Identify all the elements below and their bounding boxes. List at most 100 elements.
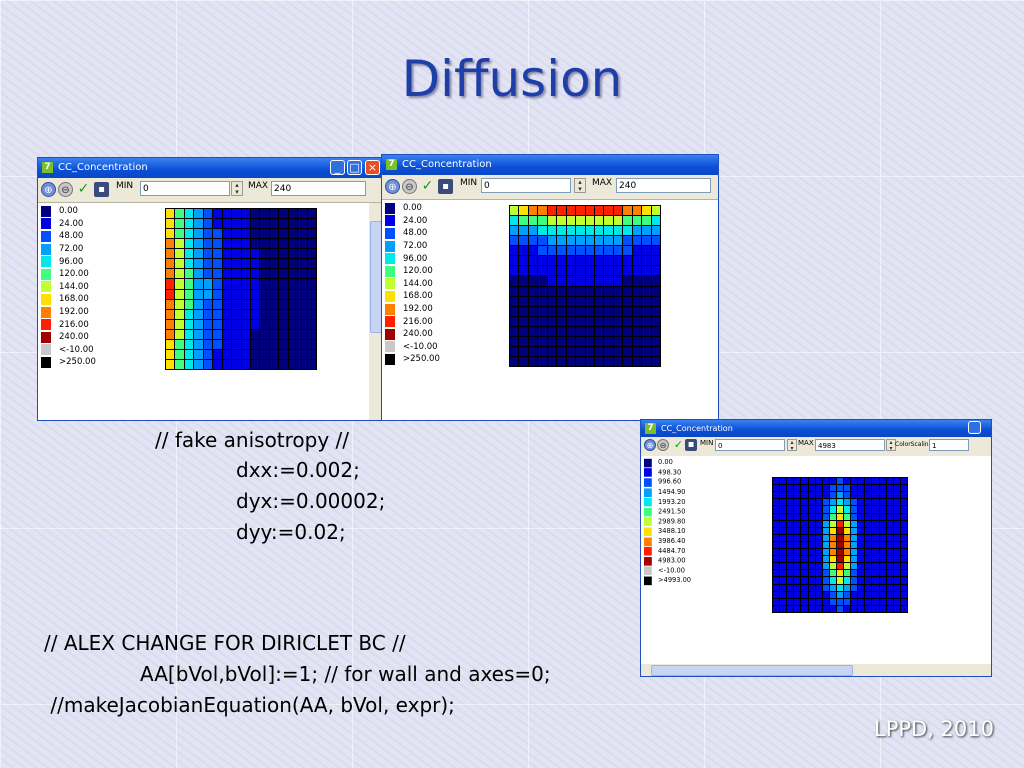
save-icon[interactable]: ▪ bbox=[94, 182, 109, 197]
max-input[interactable]: 4983 bbox=[815, 439, 885, 451]
min-input[interactable]: 0 bbox=[715, 439, 785, 451]
window-titlebar[interactable]: 7 CC_Concentration _ bbox=[641, 420, 991, 437]
legend-label: 1993.20 bbox=[658, 498, 686, 507]
grid-cell bbox=[519, 286, 528, 296]
grid-cell bbox=[613, 256, 623, 266]
min-spinner[interactable]: ▴ ▾ bbox=[787, 439, 797, 452]
legend-entry: 3488.10 bbox=[644, 527, 691, 537]
grid-cell bbox=[851, 485, 858, 492]
grid-cell bbox=[623, 286, 632, 296]
grid-cell bbox=[815, 605, 822, 612]
grid-cell bbox=[566, 266, 576, 276]
legend-entry: 2989.80 bbox=[644, 517, 691, 527]
grid-cell bbox=[632, 316, 642, 326]
vertical-scrollbar[interactable] bbox=[369, 203, 383, 420]
grid-cell bbox=[566, 316, 576, 326]
zoom-out-icon[interactable]: ⊖ bbox=[58, 182, 73, 197]
grid-cell bbox=[547, 226, 557, 236]
grid-cell bbox=[528, 236, 538, 246]
zoom-in-icon[interactable]: ⊕ bbox=[644, 439, 656, 451]
grid-cell bbox=[510, 226, 519, 236]
legend-label: 120.00 bbox=[403, 266, 433, 277]
grid-cell bbox=[851, 541, 858, 549]
legend-entry: 2491.50 bbox=[644, 507, 691, 517]
colorscaling-input[interactable]: 1 bbox=[929, 439, 969, 451]
grid-cell bbox=[557, 316, 566, 326]
grid-cell bbox=[203, 359, 213, 369]
max-input[interactable]: 240 bbox=[271, 181, 366, 196]
grid-cell bbox=[222, 309, 232, 319]
apply-check-icon[interactable]: ✓ bbox=[673, 438, 684, 451]
close-button[interactable]: × bbox=[365, 160, 380, 175]
horizontal-scrollbar[interactable] bbox=[641, 664, 991, 676]
grid-cell bbox=[260, 319, 269, 329]
minimize-button[interactable]: _ bbox=[330, 160, 345, 175]
grid-cell bbox=[307, 249, 316, 259]
window-titlebar[interactable]: 7 CC_Concentration bbox=[382, 155, 718, 175]
scroll-thumb[interactable] bbox=[651, 665, 853, 676]
maximize-button[interactable]: □ bbox=[347, 160, 362, 175]
grid-cell bbox=[865, 563, 872, 570]
grid-cell bbox=[519, 206, 528, 216]
grid-cell bbox=[829, 577, 836, 584]
grid-cell bbox=[184, 219, 194, 229]
grid-cell bbox=[879, 478, 886, 485]
window-titlebar[interactable]: 7 CC_Concentration _ □ × bbox=[38, 158, 383, 178]
grid-cell bbox=[166, 329, 175, 339]
grid-cell bbox=[613, 306, 623, 316]
concentration-window-2[interactable]: 7 CC_Concentration ⊕ ⊖ ✓ ▪ MIN 0 ▴ ▾ MAX … bbox=[381, 154, 719, 421]
grid-cell bbox=[547, 346, 557, 356]
grid-cell bbox=[213, 269, 222, 279]
grid-cell bbox=[787, 598, 794, 605]
zoom-out-icon[interactable]: ⊖ bbox=[657, 439, 669, 451]
grid-cell bbox=[213, 349, 222, 359]
min-spinner[interactable]: ▴ ▾ bbox=[574, 178, 586, 193]
save-icon[interactable]: ▪ bbox=[438, 179, 453, 194]
grid-cell bbox=[203, 279, 213, 289]
window-title: CC_Concentration bbox=[402, 159, 492, 170]
minimize-button[interactable]: _ bbox=[968, 421, 981, 434]
grid-cell bbox=[858, 605, 865, 612]
grid-cell bbox=[851, 513, 858, 520]
grid-cell bbox=[858, 563, 865, 570]
grid-cell bbox=[865, 591, 872, 598]
grid-cell bbox=[538, 286, 547, 296]
apply-check-icon[interactable]: ✓ bbox=[421, 178, 434, 194]
grid-cell bbox=[519, 316, 528, 326]
grid-cell bbox=[642, 266, 651, 276]
zoom-out-icon[interactable]: ⊖ bbox=[402, 179, 417, 194]
concentration-window-1[interactable]: 7 CC_Concentration _ □ × ⊕ ⊖ ✓ ▪ MIN 0 ▴… bbox=[37, 157, 384, 421]
grid-cell bbox=[780, 520, 787, 527]
grid-cell bbox=[801, 577, 808, 584]
max-spinner[interactable]: ▴ ▾ bbox=[886, 439, 896, 452]
concentration-window-3[interactable]: 7 CC_Concentration _ ⊕ ⊖ ✓ ▪ MIN 0 ▴ ▾ MA… bbox=[640, 419, 992, 677]
max-input[interactable]: 240 bbox=[616, 178, 711, 193]
grid-cell bbox=[538, 296, 547, 306]
grid-cell bbox=[879, 541, 886, 549]
grid-cell bbox=[260, 279, 269, 289]
save-icon[interactable]: ▪ bbox=[685, 439, 697, 451]
grid-cell bbox=[576, 306, 585, 316]
grid-cell bbox=[632, 346, 642, 356]
grid-cell bbox=[585, 206, 594, 216]
grid-cell bbox=[307, 259, 316, 269]
legend-label: 24.00 bbox=[59, 218, 84, 229]
min-input[interactable]: 0 bbox=[140, 181, 230, 196]
grid-cell bbox=[547, 236, 557, 246]
grid-cell bbox=[815, 541, 822, 549]
zoom-in-icon[interactable]: ⊕ bbox=[385, 179, 400, 194]
grid-cell bbox=[269, 289, 279, 299]
grid-cell bbox=[232, 249, 241, 259]
zoom-in-icon[interactable]: ⊕ bbox=[41, 182, 56, 197]
min-input[interactable]: 0 bbox=[481, 178, 571, 193]
grid-cell bbox=[213, 299, 222, 309]
grid-cell bbox=[815, 506, 822, 513]
grid-cell bbox=[194, 279, 203, 289]
min-spinner[interactable]: ▴ ▾ bbox=[231, 181, 243, 196]
grid-cell bbox=[858, 506, 865, 513]
grid-cell bbox=[642, 296, 651, 306]
grid-cell bbox=[260, 269, 269, 279]
apply-check-icon[interactable]: ✓ bbox=[77, 181, 90, 197]
grid-cell bbox=[519, 266, 528, 276]
grid-cell bbox=[260, 329, 269, 339]
